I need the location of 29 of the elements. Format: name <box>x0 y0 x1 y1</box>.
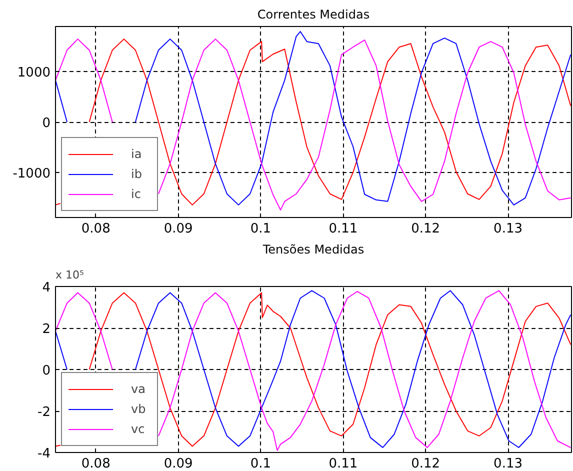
legend-label: ib <box>131 167 143 181</box>
x-tick-label: 0.1 <box>250 456 272 471</box>
legend-label: ic <box>131 187 142 201</box>
x-tick-label: 0.1 <box>250 222 272 236</box>
x-tick-label: 0.13 <box>494 222 523 236</box>
y-tick-label: 0 <box>42 364 51 378</box>
legend-label: vb <box>131 402 147 416</box>
x-tick-label: 0.12 <box>411 222 440 236</box>
y-tick-label: -2 <box>38 405 51 420</box>
y-tick-label: 0 <box>42 116 51 131</box>
legend-label: ia <box>131 147 143 161</box>
x-tick-label: 0.12 <box>411 456 440 471</box>
x-tick-label: 0.09 <box>164 456 193 471</box>
chart-title: Tensões Medidas <box>262 242 364 256</box>
legend-label: vc <box>131 422 146 436</box>
y-tick-label: 1000 <box>17 66 51 81</box>
x-tick-label: 0.11 <box>328 456 358 471</box>
y-tick-label: 4 <box>42 280 51 296</box>
x-tick-label: 0.08 <box>81 456 110 471</box>
x-tick-label: 0.09 <box>164 222 193 236</box>
text: x 10⁵ <box>56 268 84 282</box>
x-tick-label: 0.11 <box>328 222 358 236</box>
legend-label: va <box>131 382 146 396</box>
y-tick-label: -4 <box>38 446 51 462</box>
y-tick-label: -1000 <box>12 166 51 182</box>
x-tick-label: 0.08 <box>81 222 110 236</box>
y-tick-label: 2 <box>42 322 51 337</box>
x-tick-label: 0.13 <box>494 456 523 471</box>
chart-title: Correntes Medidas <box>257 8 370 22</box>
